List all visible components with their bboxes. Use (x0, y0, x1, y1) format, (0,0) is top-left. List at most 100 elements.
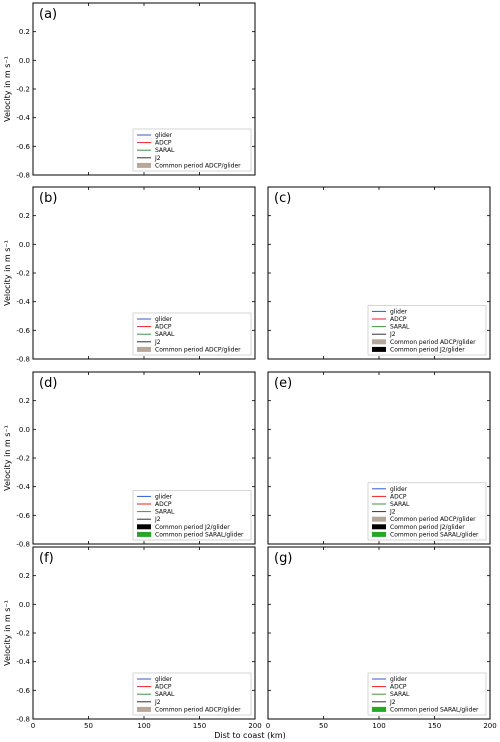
legend-swatch (137, 162, 151, 168)
legend-label: J2 (154, 155, 161, 162)
legend-label: ADCP (155, 140, 172, 147)
y-tick-label: -0.6 (16, 687, 30, 695)
legend-label: glider (155, 132, 173, 139)
legend-label: ADCP (155, 324, 172, 331)
y-tick-label: -0.6 (16, 327, 30, 335)
legend-label: J2 (154, 516, 161, 523)
panel-label: (c) (274, 191, 291, 206)
legend-label: glider (155, 316, 173, 323)
y-tick-label: -0.4 (16, 483, 30, 491)
legend-label: ADCP (155, 684, 172, 691)
panel-label: (d) (39, 376, 57, 391)
y-tick-label: -0.4 (16, 658, 30, 666)
legend-box (367, 672, 487, 716)
legend-label: J2 (154, 339, 161, 346)
legend-label: glider (155, 676, 173, 683)
legend-label: Common period ADCP/glider (155, 162, 241, 169)
panel-label: (b) (39, 191, 57, 206)
legend-swatch (372, 706, 386, 712)
x-tick-label: 100 (372, 722, 385, 730)
legend-box (132, 490, 252, 541)
legend-label: glider (155, 493, 173, 500)
legend-label: Common period SARAL/glider (390, 706, 479, 713)
legend-box (132, 672, 252, 716)
y-tick-label: 0.2 (19, 28, 30, 36)
x-tick-label: 100 (137, 722, 150, 730)
legend-label: J2 (389, 331, 396, 338)
x-tick-label: 50 (84, 722, 93, 730)
legend-label: Common period J2/glider (390, 524, 465, 531)
legend-label: Common period SARAL/glider (155, 531, 244, 538)
legend-label: ADCP (155, 501, 172, 508)
y-tick-label: 0.2 (19, 572, 30, 580)
legend-label: SARAL (155, 691, 175, 698)
legend-swatch (372, 346, 386, 352)
legend-swatch (137, 706, 151, 712)
y-tick-label: 0.0 (19, 601, 30, 609)
x-tick-label: 0 (31, 722, 35, 730)
legend-label: ADCP (390, 316, 407, 323)
y-tick-label: 0.0 (19, 241, 30, 249)
y-tick-label: -0.2 (16, 455, 30, 463)
legend-label: J2 (154, 699, 161, 706)
y-tick-label: -0.4 (16, 298, 30, 306)
legend-label: Common period ADCP/glider (390, 516, 476, 523)
y-tick-label: 0.2 (19, 212, 30, 220)
x-tick-label: 150 (193, 722, 206, 730)
legend-label: glider (390, 486, 408, 493)
panel-b: -0.8 -0.6 -0.4 -0.2 0.0 0.2 (b) gliderADCPSARAL… (16, 186, 256, 364)
panel-f: -0.8 -0.6 -0.4 -0.2 0.0 0.2 0 50 100 150 200 (f) gli… (16, 546, 262, 730)
panel-d: -0.8 -0.6 -0.4 -0.2 0.0 0.2 (d) gliderADCPSARAL… (16, 371, 256, 549)
legend-label: Common period ADCP/glider (155, 346, 241, 353)
y-tick-label: 0.0 (19, 426, 30, 434)
legend-swatch (372, 339, 386, 345)
legend-swatch (137, 524, 151, 530)
legend-box (367, 482, 487, 541)
y-tick-label: -0.4 (16, 114, 30, 122)
legend-swatch (372, 531, 386, 537)
legend-box (132, 128, 252, 172)
legend-swatch (372, 524, 386, 530)
panel-label: (g) (274, 551, 292, 566)
legend-swatch (372, 516, 386, 522)
legend-box (132, 312, 252, 356)
y-tick-label: 0.2 (19, 397, 30, 405)
panel-label: (f) (39, 551, 54, 566)
legend-label: SARAL (155, 147, 175, 154)
legend-label: Common period J2/glider (155, 524, 230, 531)
legend-label: SARAL (155, 509, 175, 516)
legend-label: ADCP (390, 493, 407, 500)
panel-a: -0.8 -0.6 -0.4 -0.2 0.0 0.2 (a) gliderADCPSARAL… (16, 2, 256, 180)
y-tick-label: -0.8 (16, 172, 30, 180)
legend-label: Common period SARAL/glider (390, 531, 479, 538)
legend-label: SARAL (390, 691, 410, 698)
x-tick-label: 50 (319, 722, 328, 730)
legend-label: ADCP (390, 684, 407, 691)
legend-label: glider (390, 676, 408, 683)
legend-label: Common period J2/glider (390, 346, 465, 353)
x-tick-label: 150 (428, 722, 441, 730)
legend-label: Common period ADCP/glider (155, 706, 241, 713)
panel-label: (a) (39, 7, 57, 22)
legend-box (367, 305, 487, 356)
panel-label: (e) (274, 376, 292, 391)
legend-label: SARAL (155, 331, 175, 338)
x-tick-label: 200 (248, 722, 261, 730)
y-tick-label: -0.2 (16, 630, 30, 638)
legend-label: Common period ADCP/glider (390, 339, 476, 346)
y-tick-label: -0.2 (16, 86, 30, 94)
x-axis-label: Dist to coast (km) (214, 731, 286, 740)
y-tick-label: 0.0 (19, 57, 30, 65)
y-tick-label: -0.8 (16, 356, 30, 364)
